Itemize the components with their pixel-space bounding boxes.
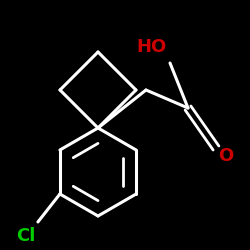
Text: O: O bbox=[218, 147, 234, 165]
Text: HO: HO bbox=[137, 38, 167, 56]
Text: Cl: Cl bbox=[16, 227, 36, 245]
